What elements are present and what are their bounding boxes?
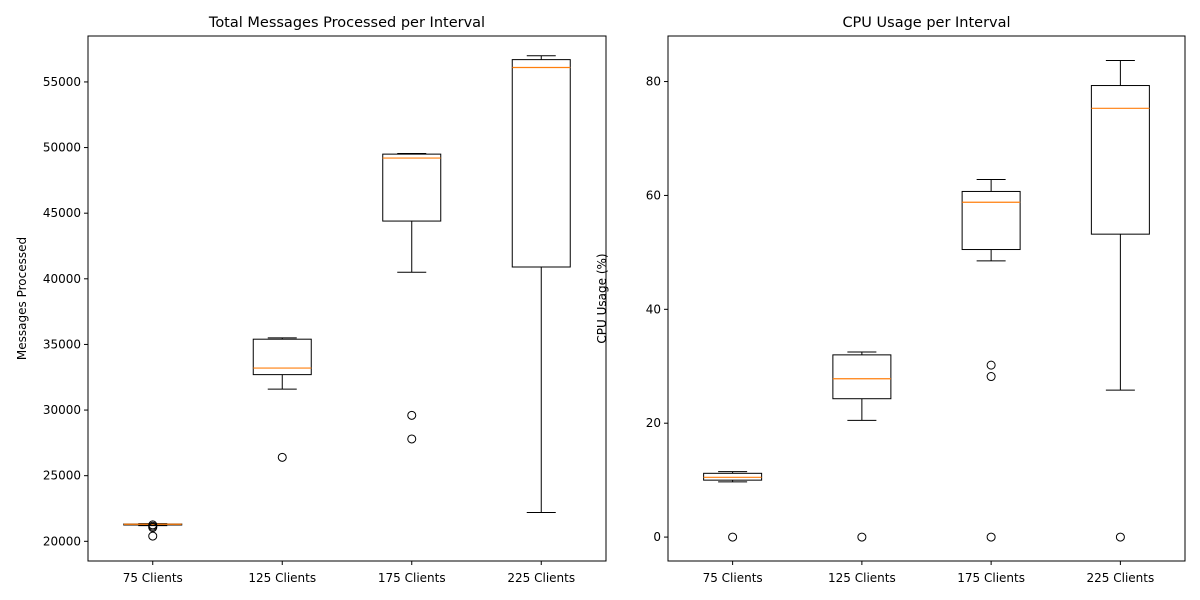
box-3 [382, 152, 442, 444]
y-tick-label: 40 [646, 302, 661, 316]
box-2 [252, 337, 312, 462]
outlier-point [728, 532, 738, 542]
box-4 [511, 55, 571, 513]
box-body [832, 354, 892, 400]
y-tick-label: 0 [653, 530, 661, 544]
y-tick-label: 20 [646, 416, 661, 430]
y-tick-label: 40000 [43, 272, 81, 286]
y-tick-label: 50000 [43, 141, 81, 155]
y-tick-label: 55000 [43, 75, 81, 89]
box-2 [832, 351, 892, 542]
chart-panel-1: Total Messages Processed per Interval Mes… [15, 15, 607, 585]
box-body [252, 338, 312, 376]
outlier-point [407, 410, 417, 420]
y-tick-label: 30000 [43, 403, 81, 417]
y-tick-label: 25000 [43, 469, 81, 483]
box-3 [961, 178, 1021, 542]
box-body [511, 59, 571, 268]
outlier-point [857, 532, 867, 542]
outlier-point [986, 372, 996, 382]
chart-title: Total Messages Processed per Interval [208, 15, 485, 31]
chart-panel-2: CPU Usage per Interval CPU Usage (%) 0 20 40… [595, 15, 1186, 585]
y-tick-label: 80 [646, 75, 661, 89]
x-tick-label: 125 Clients [828, 571, 896, 585]
outlier-point [277, 452, 287, 462]
x-tick-label: 125 Clients [248, 571, 316, 585]
box-body [382, 153, 442, 222]
x-tick-label: 225 Clients [1087, 571, 1155, 585]
box-1 [123, 520, 183, 541]
chart-title: CPU Usage per Interval [842, 15, 1010, 31]
outlier-point [1115, 532, 1125, 542]
box-body [1090, 85, 1150, 235]
outlier-point [407, 434, 417, 444]
box-1 [703, 471, 763, 542]
x-tick-label: 75 Clients [123, 571, 183, 585]
y-tick-label: 20000 [43, 534, 81, 548]
y-tick-label: 35000 [43, 337, 81, 351]
outlier-point [986, 532, 996, 542]
y-tick-label: 45000 [43, 206, 81, 220]
box-body [961, 190, 1021, 251]
outlier-point [148, 531, 158, 541]
outlier-point [986, 360, 996, 370]
x-tick-label: 75 Clients [703, 571, 763, 585]
axes-frame [87, 35, 607, 562]
x-tick-label: 225 Clients [507, 571, 575, 585]
outlier-point [148, 520, 158, 530]
y-axis-label: CPU Usage (%) [595, 253, 609, 343]
y-axis-label: Messages Processed [15, 237, 29, 360]
x-tick-label: 175 Clients [378, 571, 446, 585]
box-4 [1090, 59, 1150, 542]
y-tick-label: 60 [646, 188, 661, 202]
axes-frame [667, 35, 1186, 562]
x-tick-label: 175 Clients [957, 571, 1025, 585]
